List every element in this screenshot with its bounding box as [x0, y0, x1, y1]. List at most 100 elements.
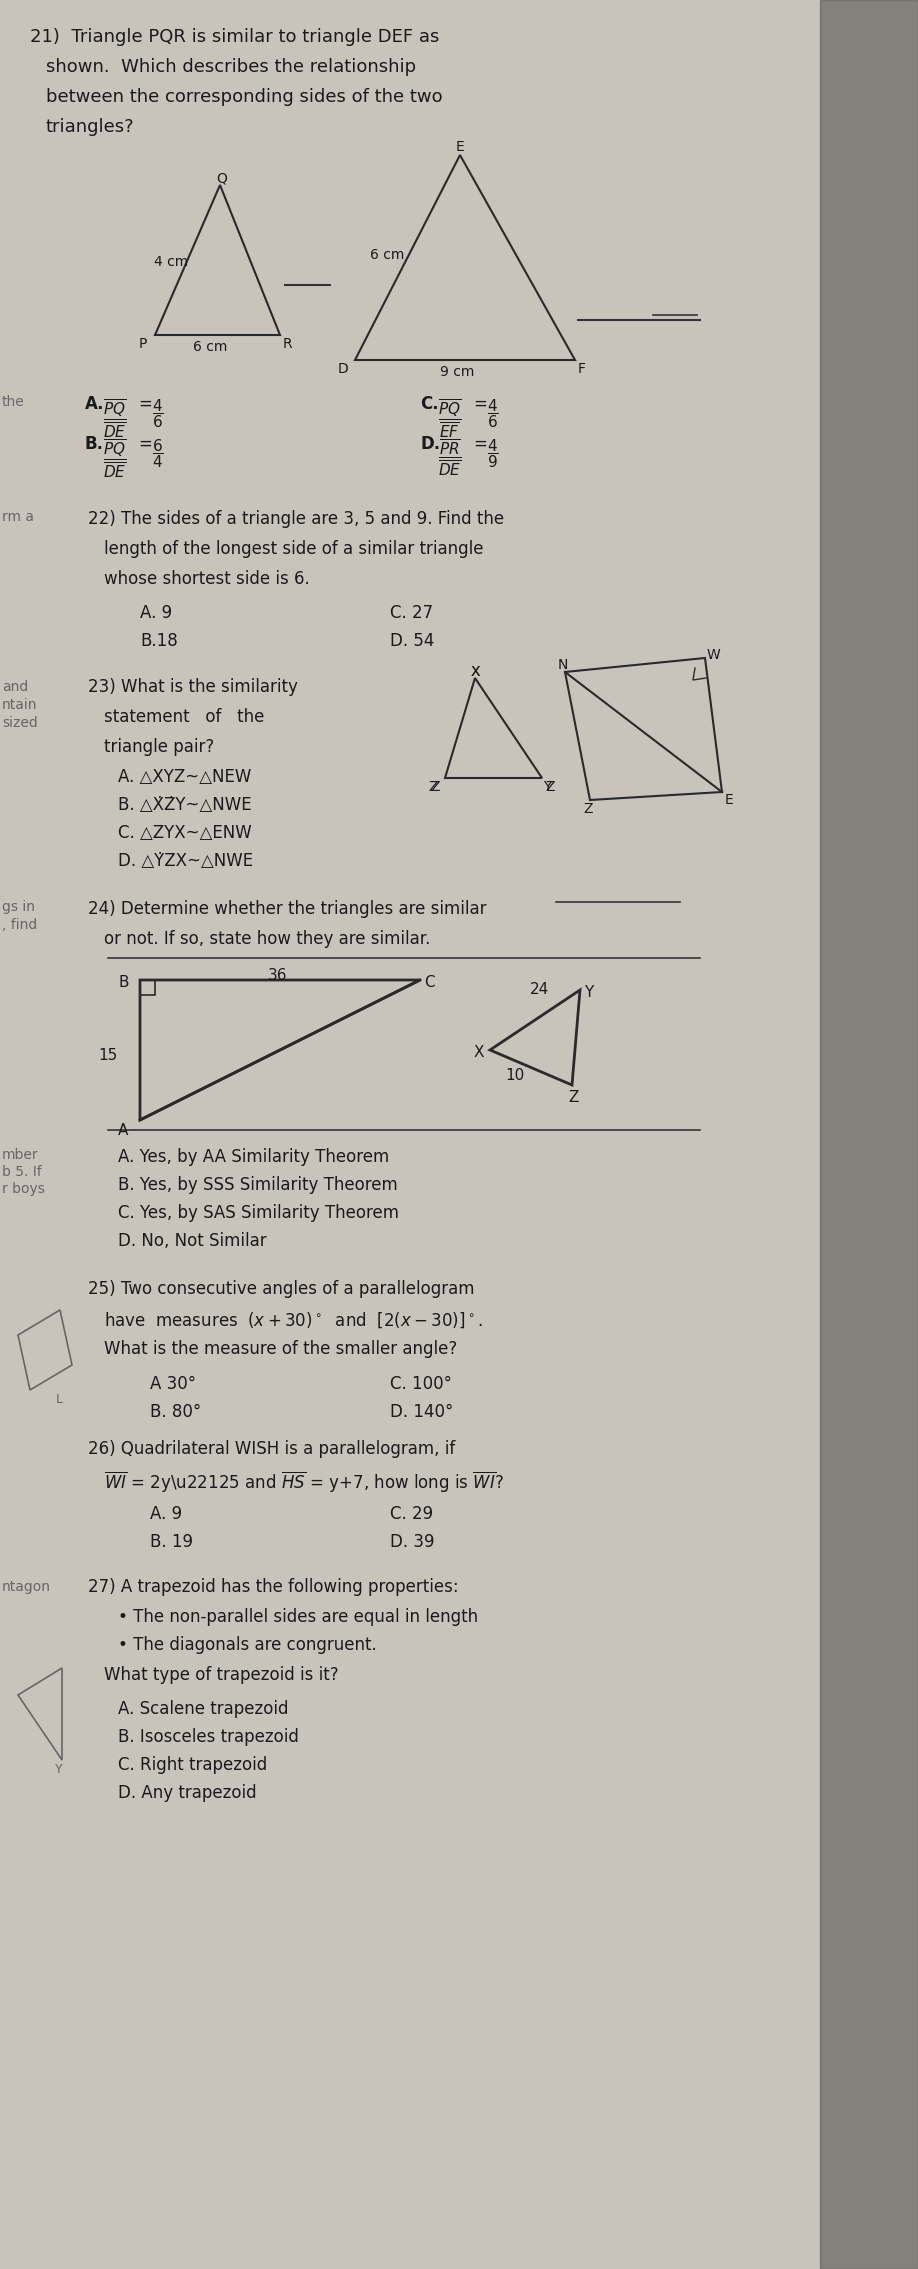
Text: B. Isosceles trapezoid: B. Isosceles trapezoid: [118, 1729, 299, 1747]
Text: 21)  Triangle PQR is similar to triangle DEF as: 21) Triangle PQR is similar to triangle …: [30, 27, 440, 45]
Text: B. △ẊŻY~△NWE: B. △ẊŻY~△NWE: [118, 796, 252, 815]
Text: ntain: ntain: [2, 699, 38, 712]
Text: C. 100°: C. 100°: [390, 1375, 452, 1393]
Text: A 30°: A 30°: [150, 1375, 196, 1393]
Text: X: X: [474, 1046, 485, 1060]
Text: D. Any trapezoid: D. Any trapezoid: [118, 1783, 257, 1802]
Text: Y: Y: [55, 1763, 62, 1777]
Text: b 5. If: b 5. If: [2, 1164, 41, 1180]
Text: R: R: [283, 338, 293, 352]
Text: P: P: [139, 338, 148, 352]
Text: 22) The sides of a triangle are 3, 5 and 9. Find the: 22) The sides of a triangle are 3, 5 and…: [88, 511, 504, 529]
Text: D. No, Not Similar: D. No, Not Similar: [118, 1232, 266, 1250]
Text: triangles?: triangles?: [46, 118, 135, 136]
Text: C: C: [424, 976, 434, 989]
Text: have  measures  $(x+30)^\circ$  and  $[2(x-30)]^\circ$.: have measures $(x+30)^\circ$ and $[2(x-3…: [104, 1309, 483, 1330]
Text: C. 29: C. 29: [390, 1504, 433, 1522]
Text: Y: Y: [543, 781, 552, 794]
Text: the: the: [2, 395, 25, 408]
Text: What is the measure of the smaller angle?: What is the measure of the smaller angle…: [104, 1341, 457, 1359]
Text: $\overline{WI}$ = 2y\u22125 and $\overline{HS}$ = y+7, how long is $\overline{WI: $\overline{WI}$ = 2y\u22125 and $\overli…: [104, 1470, 504, 1495]
Text: X: X: [471, 665, 480, 678]
Text: 9 cm: 9 cm: [440, 365, 475, 379]
Text: A. △XYZ~△NEW: A. △XYZ~△NEW: [118, 767, 252, 785]
Text: A.: A.: [85, 395, 105, 413]
Text: Y: Y: [584, 985, 593, 1001]
Text: 27) A trapezoid has the following properties:: 27) A trapezoid has the following proper…: [88, 1577, 459, 1595]
Text: r boys: r boys: [2, 1182, 45, 1196]
Text: 25) Two consecutive angles of a parallelogram: 25) Two consecutive angles of a parallel…: [88, 1280, 475, 1298]
Text: $\dfrac{\overline{PR}}{\overline{DE}}$: $\dfrac{\overline{PR}}{\overline{DE}}$: [438, 438, 462, 479]
Text: statement   of   the: statement of the: [104, 708, 264, 726]
Text: 6 cm: 6 cm: [370, 247, 404, 261]
Text: A: A: [118, 1123, 129, 1139]
Text: B. Yes, by SSS Similarity Theorem: B. Yes, by SSS Similarity Theorem: [118, 1175, 397, 1193]
Text: Q: Q: [216, 172, 227, 186]
Text: rm a: rm a: [2, 511, 34, 524]
Text: D. 140°: D. 140°: [390, 1402, 453, 1420]
Text: between the corresponding sides of the two: between the corresponding sides of the t…: [46, 88, 442, 107]
Text: B. 19: B. 19: [150, 1534, 193, 1552]
Text: sized: sized: [2, 717, 38, 731]
Text: E: E: [725, 792, 733, 808]
Text: =: =: [138, 436, 151, 454]
Text: Z: Z: [545, 781, 554, 794]
Text: =: =: [473, 395, 487, 413]
Text: gs in: gs in: [2, 901, 35, 914]
Text: 24) Determine whether the triangles are similar: 24) Determine whether the triangles are …: [88, 901, 487, 919]
Text: ntagon: ntagon: [2, 1579, 51, 1595]
Text: 23) What is the similarity: 23) What is the similarity: [88, 678, 297, 697]
Text: $\dfrac{\overline{PQ}}{\overline{DE}}$: $\dfrac{\overline{PQ}}{\overline{DE}}$: [103, 438, 127, 479]
Text: Z: Z: [428, 781, 438, 794]
Text: 10: 10: [505, 1069, 524, 1082]
Text: $\dfrac{6}{4}$: $\dfrac{6}{4}$: [152, 438, 163, 470]
Text: $\dfrac{\overline{PQ}}{\overline{EF}}$: $\dfrac{\overline{PQ}}{\overline{EF}}$: [438, 397, 461, 440]
Text: C.: C.: [420, 395, 439, 413]
Text: =: =: [473, 436, 487, 454]
Text: , find: , find: [2, 919, 38, 933]
Text: Z: Z: [583, 801, 592, 817]
Text: A. Yes, by AA Similarity Theorem: A. Yes, by AA Similarity Theorem: [118, 1148, 389, 1166]
Text: B. 80°: B. 80°: [150, 1402, 201, 1420]
Text: A. Scalene trapezoid: A. Scalene trapezoid: [118, 1699, 288, 1718]
Text: $\dfrac{4}{9}$: $\dfrac{4}{9}$: [487, 438, 498, 470]
Text: $\dfrac{4}{6}$: $\dfrac{4}{6}$: [152, 397, 163, 429]
Text: 15: 15: [98, 1048, 118, 1062]
Text: F: F: [578, 363, 586, 377]
Text: or not. If so, state how they are similar.: or not. If so, state how they are simila…: [104, 930, 431, 948]
Text: shown.  Which describes the relationship: shown. Which describes the relationship: [46, 59, 416, 75]
Text: C. 27: C. 27: [390, 604, 433, 622]
Text: C. Right trapezoid: C. Right trapezoid: [118, 1756, 267, 1774]
Text: D. △ẎZX~△NWE: D. △ẎZX~△NWE: [118, 851, 253, 869]
Text: whose shortest side is 6.: whose shortest side is 6.: [104, 570, 309, 588]
Text: • The non-parallel sides are equal in length: • The non-parallel sides are equal in le…: [118, 1609, 478, 1627]
Text: 6 cm: 6 cm: [193, 340, 228, 354]
Text: X: X: [471, 665, 480, 678]
Text: triangle pair?: triangle pair?: [104, 737, 214, 756]
Text: B.18: B.18: [140, 633, 178, 649]
Text: 4 cm: 4 cm: [154, 254, 188, 270]
Text: B.: B.: [85, 436, 104, 454]
Text: D. 39: D. 39: [390, 1534, 434, 1552]
Text: • The diagonals are congruent.: • The diagonals are congruent.: [118, 1636, 376, 1654]
Text: Z: Z: [430, 781, 440, 794]
Text: D: D: [338, 363, 349, 377]
Text: 26) Quadrilateral WISH is a parallelogram, if: 26) Quadrilateral WISH is a parallelogra…: [88, 1441, 455, 1459]
Text: 36: 36: [268, 969, 287, 982]
Text: =: =: [138, 395, 151, 413]
Text: $\dfrac{4}{6}$: $\dfrac{4}{6}$: [487, 397, 498, 429]
Text: mber: mber: [2, 1148, 39, 1162]
Text: L: L: [56, 1393, 63, 1407]
Text: $\dfrac{\overline{PQ}}{\overline{DE}}$: $\dfrac{\overline{PQ}}{\overline{DE}}$: [103, 397, 127, 440]
Text: Z: Z: [568, 1089, 578, 1105]
Text: W: W: [707, 649, 721, 663]
Text: A. 9: A. 9: [140, 604, 173, 622]
Text: length of the longest side of a similar triangle: length of the longest side of a similar …: [104, 540, 484, 558]
Text: A. 9: A. 9: [150, 1504, 182, 1522]
Text: C. Yes, by SAS Similarity Theorem: C. Yes, by SAS Similarity Theorem: [118, 1205, 399, 1223]
Text: D. 54: D. 54: [390, 633, 434, 649]
Text: E: E: [456, 141, 465, 154]
Text: C. △ZYX~△ENW: C. △ZYX~△ENW: [118, 824, 252, 842]
Text: N: N: [558, 658, 568, 672]
Text: B: B: [118, 976, 129, 989]
